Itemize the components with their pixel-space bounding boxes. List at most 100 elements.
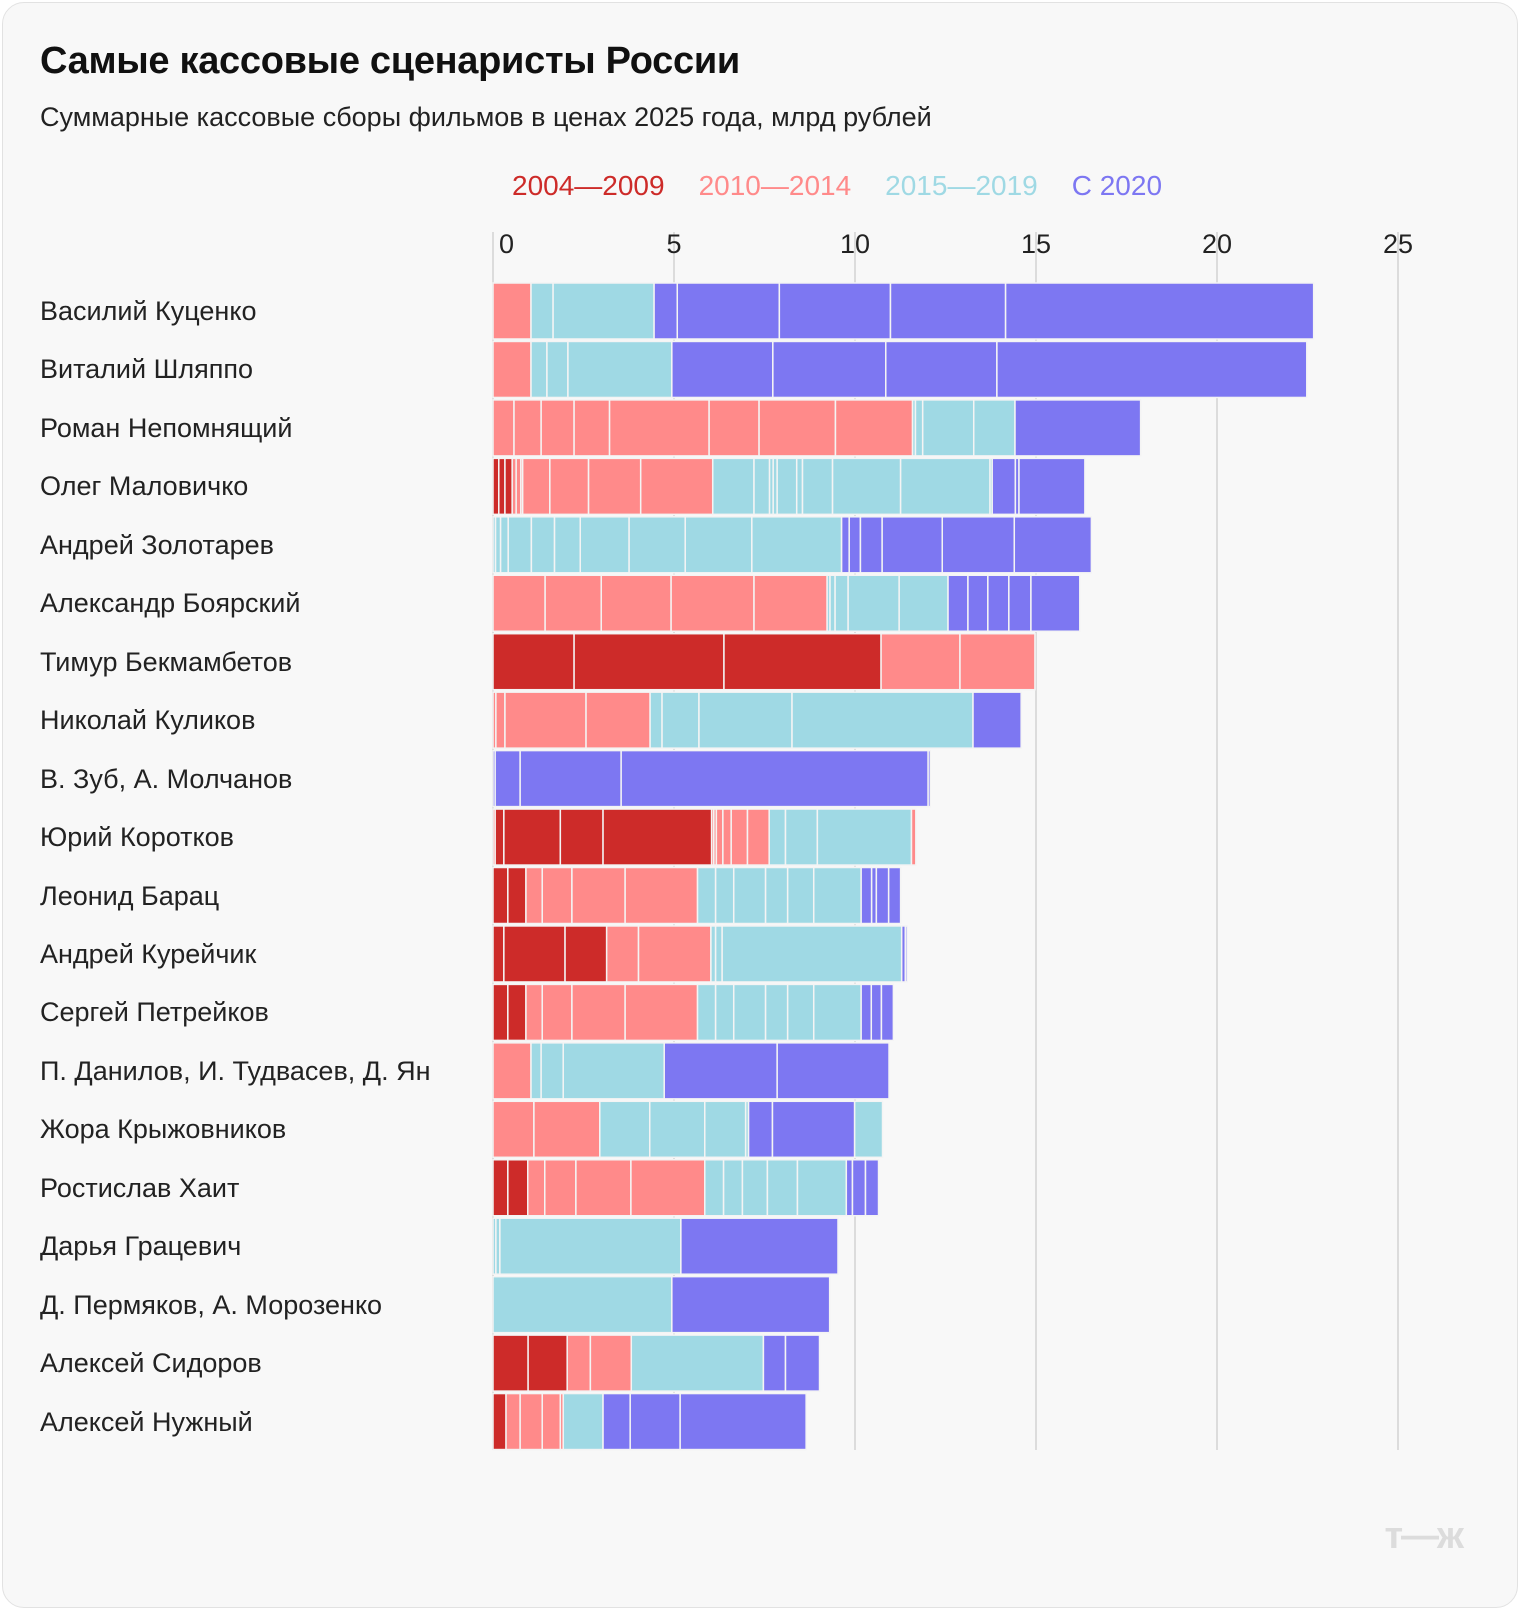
bar-segment <box>602 808 713 866</box>
legend-item-since-2020: С 2020 <box>1071 170 1163 201</box>
bar-segment <box>904 925 908 983</box>
bar-segment <box>571 866 626 925</box>
row-label: Тимур Бекмамбетов <box>40 646 293 677</box>
bar-segment <box>741 1159 769 1217</box>
bar-segment <box>499 516 509 574</box>
legend: 2004—2009 2010—2014 2015—2019 С 2020 <box>512 170 1162 202</box>
bar-segment <box>776 457 798 516</box>
bar-segment <box>637 925 712 983</box>
bar-segment <box>1018 457 1086 516</box>
bar-segment <box>527 1334 568 1392</box>
bar-segment <box>711 457 755 516</box>
bar-segment <box>600 574 672 632</box>
bar-segment <box>519 1392 543 1451</box>
bar-segment <box>880 983 895 1042</box>
row-label: Юрий Коротков <box>40 822 234 853</box>
bar-segment <box>860 866 873 925</box>
bar-segment <box>544 1159 577 1217</box>
bar-segment <box>829 574 836 632</box>
chart-subtitle: Суммарные кассовые сборы фильмов в ценах… <box>40 102 932 132</box>
row-label: Олег Маловичко <box>40 471 249 502</box>
bar-segment <box>630 1159 706 1217</box>
bar-segment <box>714 925 723 983</box>
bar-segment <box>671 340 774 399</box>
bar-segment <box>608 399 710 457</box>
bar-segment <box>504 691 587 749</box>
bar-segment <box>880 632 961 691</box>
bar-segment <box>498 457 506 516</box>
row-label: Андрей Курейчик <box>40 938 257 969</box>
bar-segment <box>571 983 626 1042</box>
bar-segment <box>540 1042 564 1100</box>
bar-segment <box>567 340 673 399</box>
bar-segment <box>492 925 505 983</box>
legend-item-2004-2009: 2004—2009 <box>512 170 665 201</box>
bar-segment <box>564 925 608 983</box>
bar-segment <box>801 457 834 516</box>
bar-segment <box>972 399 1016 457</box>
bar-segment <box>527 1159 546 1217</box>
bar-segment <box>927 749 932 808</box>
bar-segment <box>546 340 569 399</box>
bar-segment <box>834 574 849 632</box>
x-tick-label: 15 <box>1021 229 1051 259</box>
bar-segment <box>503 808 562 866</box>
legend-item-2015-2019: 2015—2019 <box>885 170 1038 201</box>
bar-segment <box>573 399 611 457</box>
bar-segment <box>544 574 602 632</box>
bar-segment <box>492 1275 673 1334</box>
bar-segment <box>732 983 767 1042</box>
bar-segment <box>848 516 862 574</box>
bar-segment <box>881 516 943 574</box>
bar-segment <box>624 983 699 1042</box>
bar-segment <box>575 1159 632 1217</box>
bar-segment <box>715 808 724 866</box>
bar-segment <box>587 457 642 516</box>
bar-segment <box>540 399 575 457</box>
bar-segment <box>507 866 527 925</box>
bar-segment <box>639 457 714 516</box>
bar-segment <box>492 574 546 632</box>
bar-segment <box>791 691 974 749</box>
bar-segment <box>1008 574 1032 632</box>
bar-segment <box>676 282 781 340</box>
bar-segment <box>513 399 542 457</box>
bar-segment <box>864 1159 880 1217</box>
bar-segment <box>562 1042 665 1100</box>
bar-segment <box>751 516 843 574</box>
row-label: Д. Пермяков, А. Морозенко <box>40 1289 383 1320</box>
bar-segment <box>663 1042 778 1100</box>
bar-segment <box>847 574 900 632</box>
bar-segment <box>530 516 556 574</box>
bar-segment <box>714 866 735 925</box>
bar-segment <box>492 340 532 399</box>
bar-segment <box>492 457 500 516</box>
bar-segment <box>732 866 767 925</box>
bar-segment <box>845 1159 854 1217</box>
bar-segment <box>620 749 929 808</box>
bar-segment <box>784 1334 821 1392</box>
bar-segment <box>492 983 509 1042</box>
bar-segment <box>898 574 949 632</box>
bar-segment <box>853 1100 884 1159</box>
bar-segment <box>771 1100 856 1159</box>
row-label: Николай Куликов <box>40 705 256 736</box>
bar-segment <box>649 691 663 749</box>
bar-segment <box>492 866 509 925</box>
bar-segment <box>549 457 590 516</box>
row-label: Сергей Петрейков <box>40 997 269 1028</box>
bar-segment <box>670 574 755 632</box>
bar-segment <box>599 1100 651 1159</box>
bar-segment <box>959 632 1036 691</box>
bar-segment <box>851 1159 867 1217</box>
bar-segment <box>762 1334 787 1392</box>
bar-segment <box>747 1100 774 1159</box>
bar-segment <box>630 1334 765 1392</box>
bar-segment <box>492 632 575 691</box>
bar-segment <box>562 1392 604 1451</box>
bar-segment <box>859 516 883 574</box>
row-label: Алексей Нужный <box>40 1406 253 1437</box>
bar-segment <box>494 749 521 808</box>
bar-segment <box>553 516 581 574</box>
bar-segment <box>764 866 789 925</box>
